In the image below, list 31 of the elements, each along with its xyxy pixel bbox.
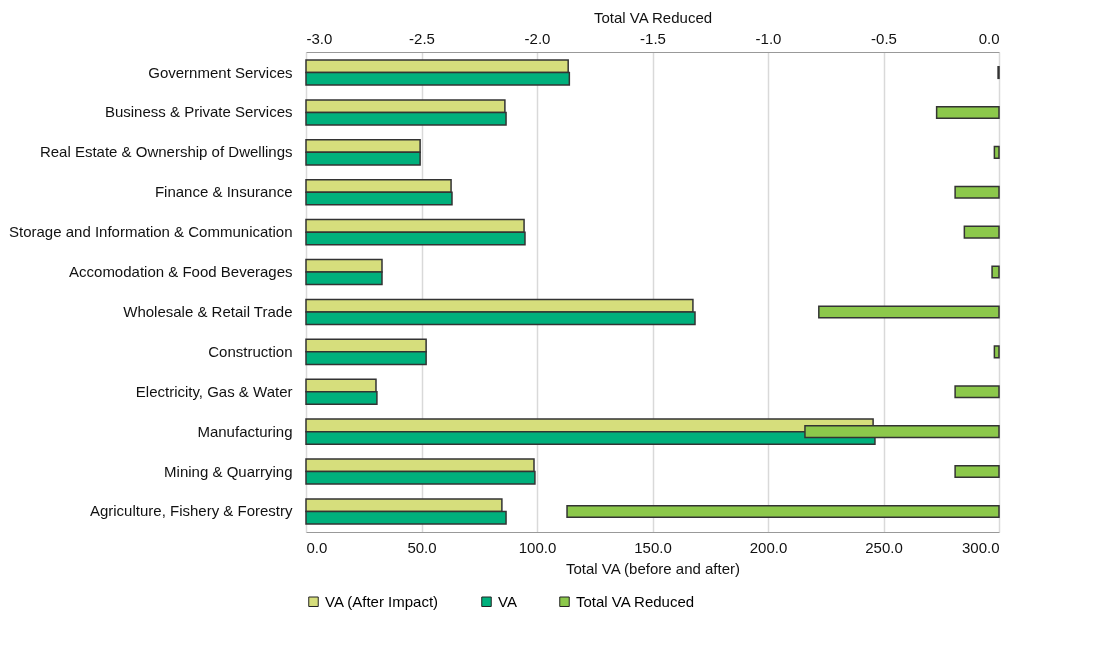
y-tick-label: Storage and Information & Communication bbox=[9, 223, 293, 241]
y-tick-label: Electricity, Gas & Water bbox=[135, 382, 293, 400]
x-axis-title: Total VA (before and after) bbox=[566, 559, 740, 577]
legend-label: Total VA Reduced bbox=[576, 592, 695, 610]
x-tick-label: 50.0 bbox=[407, 538, 437, 556]
x-tick-label: 200.0 bbox=[749, 538, 788, 556]
y-tick-label: Accomodation & Food Beverages bbox=[69, 263, 293, 281]
x2-tick-label: -0.5 bbox=[871, 29, 897, 47]
y-tick-label: Finance & Insurance bbox=[154, 183, 293, 201]
x-tick-label: 0.0 bbox=[306, 538, 328, 556]
y-tick-label: Agriculture, Fishery & Forestry bbox=[89, 502, 293, 520]
y-tick-label: Real Estate & Ownership of Dwellings bbox=[39, 143, 293, 161]
x-tick-label: 100.0 bbox=[518, 538, 557, 556]
y-tick-label: Mining & Quarrying bbox=[164, 462, 293, 480]
x-tick-label: 300.0 bbox=[961, 538, 1000, 556]
x2-tick-label: -1.5 bbox=[640, 29, 666, 47]
x2-tick-label: 0.0 bbox=[978, 29, 1000, 47]
y-tick-label: Wholesale & Retail Trade bbox=[123, 302, 293, 320]
x2-axis-title: Total VA Reduced bbox=[593, 8, 713, 26]
y-tick-label: Business & Private Services bbox=[104, 103, 293, 121]
legend-label: VA (After Impact) bbox=[325, 592, 439, 610]
x2-tick-label: -2.0 bbox=[524, 29, 551, 47]
x2-tick-label: -1.0 bbox=[755, 29, 782, 47]
y-tick-label: Government Services bbox=[148, 63, 293, 81]
x2-tick-label: -3.0 bbox=[306, 29, 333, 47]
y-tick-label: Construction bbox=[208, 342, 293, 360]
x-tick-label: 250.0 bbox=[865, 538, 903, 556]
x-tick-label: 150.0 bbox=[634, 538, 672, 556]
legend-label: VA bbox=[498, 592, 517, 610]
y-tick-label: Manufacturing bbox=[197, 422, 293, 440]
x2-tick-label: -2.5 bbox=[409, 29, 435, 47]
